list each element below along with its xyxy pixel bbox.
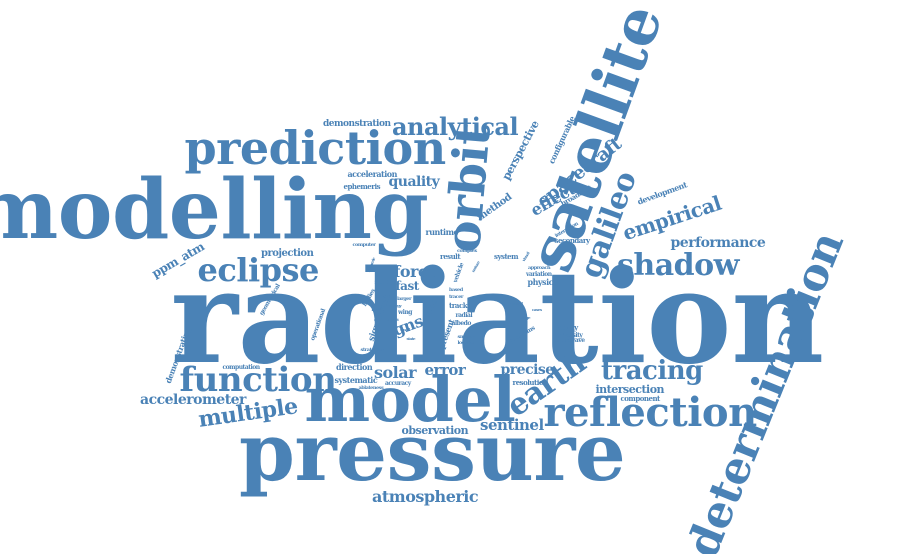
word-tracing: tracing	[601, 356, 703, 386]
word-precise: precise	[500, 362, 555, 378]
word-function: function	[179, 360, 337, 400]
word-sentinel: sentinel	[480, 415, 544, 434]
word-impact: impact	[386, 317, 399, 322]
word-physic: physic	[371, 306, 384, 311]
word-error: error	[424, 360, 466, 379]
word-ephemeris: ephemeris	[343, 181, 381, 191]
word-analytical: analytical	[392, 112, 519, 141]
word-model: model	[304, 363, 516, 436]
word-cases: cases	[532, 307, 542, 312]
word-orbital: orbital	[476, 322, 488, 327]
word-energy: energy	[389, 303, 402, 308]
word-reflection: reflection	[543, 389, 758, 436]
word-strategies: strategies	[360, 346, 384, 353]
word-university: university	[554, 332, 583, 339]
word-demonstration: demonstration	[323, 118, 391, 129]
word-state: state	[406, 336, 416, 341]
word-projection: projection	[261, 248, 314, 259]
word-force: force	[393, 262, 438, 281]
word-systematic: systematic	[334, 375, 378, 385]
word-solar: solar	[374, 363, 417, 382]
word-computer: computer	[352, 241, 376, 248]
word-track: track	[449, 300, 468, 310]
word-albedo: albedo	[451, 320, 472, 327]
word-larger: larger	[397, 295, 412, 302]
word-performance: performance	[670, 235, 766, 251]
word-radiation: radiation	[170, 243, 825, 393]
word-acceleration: acceleration	[347, 169, 398, 179]
word-shortwave: shortwave	[555, 337, 585, 344]
word-radial: radial	[455, 312, 473, 319]
word-wing: wing	[398, 309, 413, 316]
word-result: result	[440, 251, 461, 261]
word-accuracy: accuracy	[385, 380, 411, 387]
word-study: study	[374, 276, 394, 286]
word-applied: applied	[509, 301, 524, 306]
word-complex: complex	[457, 247, 477, 254]
word-usage: usage	[519, 315, 531, 320]
word-fidelity: fidelity	[554, 322, 578, 332]
word-resolution: resolution	[512, 377, 549, 387]
word-smaller: smaller	[457, 333, 476, 340]
word-component: component	[620, 393, 661, 403]
word-small: small	[400, 327, 410, 332]
word-approach: approach	[528, 264, 551, 271]
word-pressure: pressure	[239, 405, 626, 499]
word-physical: physical	[527, 277, 561, 287]
word-prediction: prediction	[184, 121, 447, 175]
word-atmospheric: atmospheric	[372, 487, 479, 506]
word-modelling: modelling	[0, 162, 429, 258]
word-intersection: intersection	[595, 382, 665, 396]
word-ablateness: ablateness	[358, 384, 384, 391]
word-direction: direction	[336, 362, 373, 372]
word-shadow: shadow	[617, 248, 739, 283]
word-observation: observation	[401, 423, 469, 437]
word-eclipse: eclipse	[197, 251, 320, 289]
word-location: location	[457, 339, 477, 346]
word-quality: quality	[388, 174, 440, 190]
word-tracer: tracer	[449, 293, 464, 300]
word-secondary: secondary	[554, 235, 591, 245]
word-based: based	[449, 286, 463, 293]
word-fast: fast	[395, 279, 420, 293]
word-runtime: runtime	[425, 227, 459, 237]
word-system: system	[494, 251, 519, 261]
word-accelerometer: accelerometer	[140, 392, 246, 408]
word-computation: computation	[222, 364, 261, 371]
word-variation: variation	[526, 271, 552, 278]
